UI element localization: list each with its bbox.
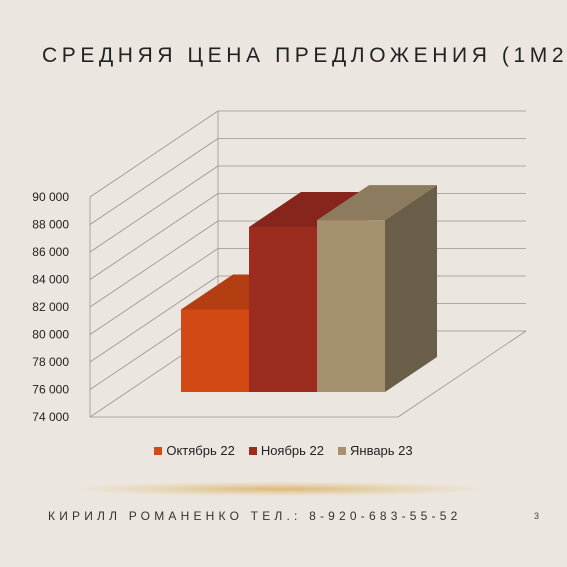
y-tick-label-0: 74 000 (32, 410, 69, 424)
gridline-side-8 (89, 110, 219, 198)
legend-swatch-0 (154, 446, 163, 455)
legend-swatch-2 (338, 446, 346, 455)
slide-title: СРЕДНЯЯ ЦЕНА ПРЕДЛОЖЕНИЯ (1М2) (42, 44, 567, 67)
y-tick-label-6: 86 000 (32, 245, 69, 259)
footer-divider-glow (80, 482, 480, 496)
legend-item-series-2: Январь 23 (338, 443, 413, 458)
bar-top-1 (249, 192, 369, 227)
gridline-side-7 (89, 138, 219, 225)
bar-front-1 (249, 227, 317, 392)
y-tick-label-7: 88 000 (32, 218, 69, 232)
gridline-side-5 (89, 193, 219, 280)
y-tick-label-1: 76 000 (32, 383, 69, 397)
y-tick-label-4: 82 000 (32, 300, 69, 314)
y-tick-label-8: 90 000 (32, 190, 69, 204)
legend-label-0: Октябрь 22 (166, 443, 235, 458)
footer-contact: КИРИЛЛ РОМАНЕНКО ТЕЛ.: 8-920-683-55-52 (48, 509, 462, 523)
bar-front-2 (317, 220, 385, 392)
legend-swatch-1 (248, 446, 257, 455)
bar-top-2 (317, 185, 437, 221)
legend-label-2: Январь 23 (350, 443, 413, 458)
bar-side-2 (385, 185, 437, 392)
y-tick-label-5: 84 000 (32, 273, 69, 287)
floor-right-edge (397, 330, 527, 418)
gridline-side-2 (89, 275, 219, 363)
page-number: 3 (534, 511, 540, 521)
chart-legend: Октябрь 22 Ноябрь 22 Январь 23 (0, 443, 567, 458)
gridline-side-6 (89, 165, 219, 253)
bar-front-0 (181, 309, 249, 392)
legend-label-1: Ноябрь 22 (260, 443, 324, 458)
y-tick-label-2: 78 000 (32, 355, 69, 369)
gridline-side-4 (89, 220, 219, 308)
y-tick-label-3: 80 000 (32, 328, 69, 342)
legend-item-series-1: Ноябрь 22 (248, 443, 324, 458)
legend-item-series-0: Октябрь 22 (154, 443, 235, 458)
gridline-side-3 (89, 248, 219, 335)
